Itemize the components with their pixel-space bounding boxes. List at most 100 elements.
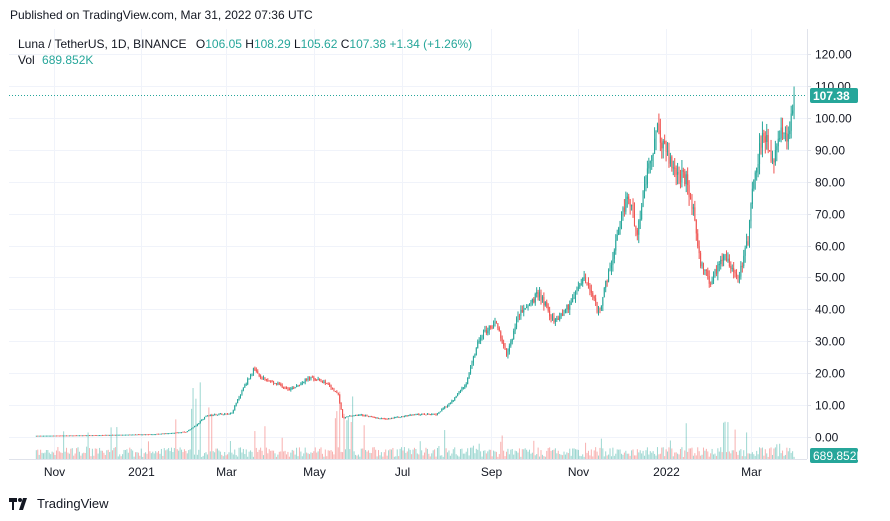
volume-bar bbox=[80, 455, 82, 459]
volume-bar bbox=[439, 455, 441, 459]
volume-bar bbox=[534, 455, 536, 459]
candle-body bbox=[600, 305, 602, 310]
volume-bar bbox=[668, 447, 670, 459]
y-axis[interactable]: 120.00110.00100.0090.0080.0070.0060.0050… bbox=[807, 48, 852, 445]
candle-body bbox=[186, 431, 188, 433]
candle-body bbox=[754, 172, 756, 180]
candle-body bbox=[723, 255, 725, 261]
candle-body bbox=[566, 304, 568, 310]
volume-bar bbox=[697, 447, 699, 459]
volume-bar bbox=[152, 451, 154, 459]
candle-body bbox=[787, 134, 789, 142]
volume-bar bbox=[53, 452, 55, 459]
candle-body bbox=[396, 416, 398, 418]
volume-bar bbox=[587, 450, 589, 459]
candle-body bbox=[156, 433, 158, 435]
candle-body bbox=[618, 228, 620, 235]
candle-body bbox=[554, 318, 556, 323]
volume-bar bbox=[783, 455, 785, 459]
candle-body bbox=[273, 381, 275, 384]
candle-body bbox=[540, 292, 542, 300]
volume-bar bbox=[127, 452, 129, 459]
volume-bar bbox=[413, 447, 415, 459]
candle-body bbox=[711, 280, 713, 284]
volume-bar bbox=[428, 453, 430, 459]
candle-body bbox=[133, 434, 135, 436]
candle-body bbox=[252, 368, 254, 374]
volume-bar bbox=[324, 449, 326, 459]
volume-bar bbox=[258, 449, 260, 459]
candle-body bbox=[546, 301, 548, 307]
candle-body bbox=[530, 302, 532, 304]
volume-bar bbox=[471, 447, 473, 459]
volume-bar bbox=[278, 451, 280, 459]
candle-body bbox=[692, 207, 694, 209]
candle-body bbox=[503, 343, 505, 346]
volume-bar bbox=[339, 391, 341, 459]
volume-bar bbox=[780, 453, 782, 459]
volume-bar bbox=[605, 451, 607, 459]
x-tick-label: Nov bbox=[568, 465, 589, 479]
candle-body bbox=[64, 435, 66, 437]
volume-bar bbox=[517, 452, 519, 459]
candle-body bbox=[158, 433, 160, 435]
candle-body bbox=[782, 127, 784, 135]
candle-body bbox=[570, 302, 572, 305]
plot-area[interactable] bbox=[9, 29, 807, 459]
candle-body bbox=[636, 230, 638, 235]
volume-bar bbox=[557, 450, 559, 459]
candle-body bbox=[100, 435, 102, 437]
volume-bar bbox=[182, 452, 184, 459]
candle-body bbox=[648, 163, 650, 169]
candle-body bbox=[357, 415, 359, 417]
volume-bar bbox=[779, 443, 781, 459]
candle-body bbox=[80, 435, 82, 437]
volume-bar bbox=[408, 448, 410, 459]
volume-bar bbox=[409, 449, 411, 459]
volume-bar bbox=[126, 449, 128, 459]
volume-bar bbox=[35, 450, 37, 459]
tradingview-brand[interactable]: TradingView bbox=[9, 496, 109, 511]
chart-svg[interactable]: 120.00110.00100.0090.0080.0070.0060.0050… bbox=[9, 29, 882, 489]
volume-bar bbox=[572, 448, 574, 459]
candle-body bbox=[231, 412, 233, 414]
candle-body bbox=[789, 130, 791, 135]
volume-bar bbox=[96, 448, 98, 459]
volume-bar bbox=[786, 447, 788, 459]
x-tick-label: Nov bbox=[44, 465, 65, 479]
volume-bar bbox=[707, 451, 709, 459]
volume-bar bbox=[86, 446, 88, 459]
candle-body bbox=[344, 417, 346, 419]
candle-body bbox=[527, 305, 529, 307]
candle-body bbox=[343, 417, 345, 419]
volume-bar bbox=[165, 450, 167, 459]
volume-bar bbox=[83, 452, 85, 459]
candle-body bbox=[764, 136, 766, 143]
candle-body bbox=[751, 188, 753, 204]
volume-bar bbox=[273, 450, 275, 459]
candle-body bbox=[626, 196, 628, 199]
volume-bar bbox=[575, 449, 577, 459]
candle-body bbox=[523, 309, 525, 313]
candle-body bbox=[605, 281, 607, 289]
candle-body bbox=[97, 435, 99, 437]
volume-bar bbox=[602, 448, 604, 459]
candle-body bbox=[367, 416, 369, 418]
volume-bar bbox=[484, 450, 486, 459]
volume-bar bbox=[60, 452, 62, 459]
candle-body bbox=[83, 435, 85, 437]
volume-bar bbox=[51, 451, 53, 459]
volume-bar bbox=[388, 450, 390, 459]
candle-body bbox=[309, 377, 311, 380]
volume-bar bbox=[378, 450, 380, 459]
volume-bar bbox=[395, 456, 397, 459]
y-tick-label: 60.00 bbox=[815, 240, 845, 254]
candle-body bbox=[664, 140, 666, 144]
candle-body bbox=[321, 381, 323, 383]
x-tick-label: Sep bbox=[481, 465, 503, 479]
volume-bar bbox=[109, 452, 111, 459]
volume-bar bbox=[376, 456, 378, 459]
x-axis[interactable]: Nov 2021 Mar May Jul Sep Nov 2022 Mar bbox=[44, 465, 762, 479]
published-caption: Published on TradingView.com, Mar 31, 20… bbox=[10, 8, 313, 22]
volume-bar bbox=[536, 454, 538, 459]
